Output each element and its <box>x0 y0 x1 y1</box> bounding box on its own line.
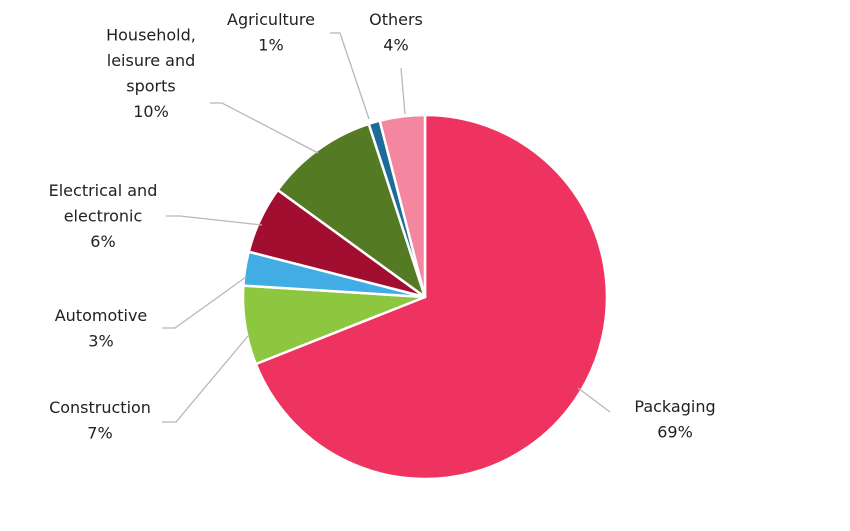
slice-percent: 6% <box>90 232 115 251</box>
slice-name: electronic <box>64 207 143 226</box>
slice-label: Agriculture 1% <box>227 10 315 55</box>
slice-name: Automotive <box>55 306 148 325</box>
pie-slice-household-leisure-and-sports <box>276 122 427 299</box>
slice-name: leisure and <box>107 51 195 70</box>
slice-percent: 69% <box>657 422 693 441</box>
slice-label: Household, leisure and sports 10% <box>106 25 196 121</box>
slice-name: Packaging <box>634 397 715 416</box>
slice-name: Agriculture <box>227 10 315 29</box>
slice-label: Automotive 3% <box>55 306 148 351</box>
slice-labels: Packaging 69% Construction 7% Automotive 3% El… <box>49 10 716 443</box>
leader-line <box>166 215 263 226</box>
slice-name: Household, <box>106 25 196 44</box>
slice-name: Electrical and <box>49 181 158 200</box>
slice-percent: 10% <box>133 102 169 121</box>
slice-name: Others <box>369 10 423 29</box>
leader-line <box>210 102 319 154</box>
slice-label: Others 4% <box>369 10 423 55</box>
slice-name: Construction <box>49 398 151 417</box>
leader-line <box>162 335 249 423</box>
slice-percent: 3% <box>88 331 113 350</box>
slice-label: Packaging 69% <box>634 397 715 442</box>
slice-percent: 4% <box>383 35 408 54</box>
leader-line <box>577 387 611 413</box>
leader-line <box>400 67 406 115</box>
leader-lines <box>162 32 611 423</box>
slice-label: Electrical and electronic 6% <box>49 181 158 251</box>
slice-name: sports <box>126 76 175 95</box>
leader-line <box>162 276 247 329</box>
pie-slices <box>241 113 609 481</box>
slice-percent: 7% <box>87 423 112 442</box>
slice-label: Construction 7% <box>49 398 151 443</box>
slice-percent: 1% <box>258 35 283 54</box>
leader-line <box>330 32 370 120</box>
pie-slice-others <box>378 113 427 299</box>
pie-slice-packaging <box>254 113 609 481</box>
